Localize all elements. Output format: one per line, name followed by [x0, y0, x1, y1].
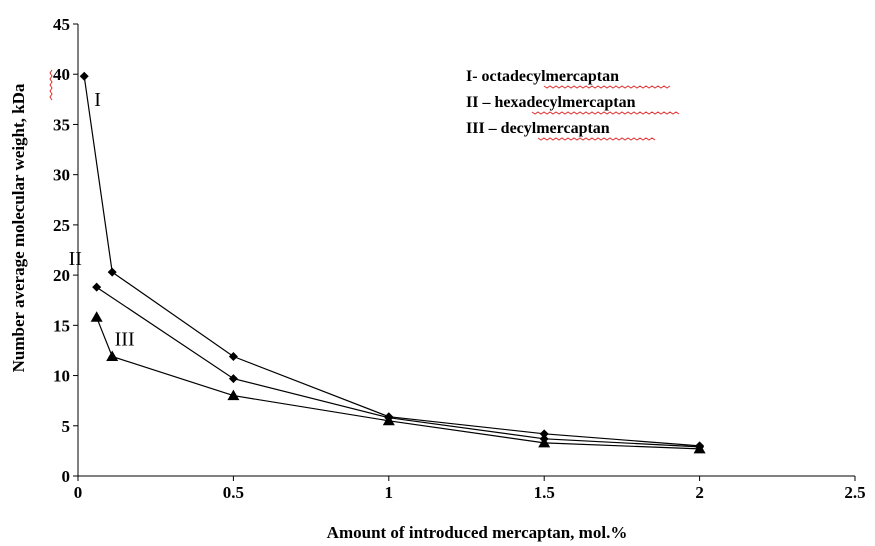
y-tick-label: 25 — [53, 216, 70, 235]
y-tick-label: 30 — [53, 166, 70, 185]
series-line-i — [83, 76, 700, 447]
y-tick-label: 10 — [53, 367, 70, 386]
data-point-iii — [227, 389, 240, 401]
series-label-ii: II — [69, 248, 82, 270]
series-line-iii — [96, 317, 700, 450]
x-axis-title: Amount of introduced mercaptan, mol.% — [327, 523, 628, 542]
x-tick-label: 1.5 — [534, 483, 555, 502]
y-tick-label: 15 — [53, 316, 70, 335]
y-tick-label: 20 — [53, 266, 70, 285]
spellcheck-underline-decylmercaptan — [537, 137, 656, 141]
data-point-i — [539, 429, 549, 439]
legend-entry-decylmercaptan: III – decylmercaptan — [466, 120, 610, 137]
series-label-i: I — [94, 89, 101, 111]
x-tick-label: 2.5 — [844, 483, 865, 502]
data-point-i — [228, 351, 238, 361]
spellcheck-underline-hexadecylmercaptan — [531, 111, 680, 115]
x-tick-label: 1 — [385, 483, 394, 502]
data-point-iii — [106, 350, 119, 361]
data-point-i — [107, 267, 117, 277]
data-point-ii — [228, 374, 238, 384]
data-point-iii — [382, 414, 395, 426]
y-tick-label: 40 — [53, 65, 70, 84]
series-line-ii — [96, 286, 700, 448]
axes — [77, 24, 855, 477]
y-tick-label: 5 — [62, 417, 71, 436]
data-point-i — [79, 71, 89, 81]
legend: I- octadecylmercaptan II – hexadecylmerc… — [49, 68, 680, 141]
data-point-iii — [90, 311, 103, 322]
spellcheck-underline-kda — [49, 69, 53, 101]
legend-entry-octadecylmercaptan: I- octadecylmercaptan — [466, 68, 619, 85]
y-axis-title: Number average molecular weight, kDa — [9, 83, 28, 372]
legend-entry-hexadecylmercaptan: II – hexadecylmercaptan — [466, 94, 636, 111]
x-axis-ticks: 0 0.5 1 1.5 2 2.5 — [74, 476, 866, 502]
y-tick-label: 45 — [53, 15, 70, 34]
series-markers — [79, 71, 706, 454]
y-tick-label: 35 — [53, 115, 70, 134]
spellcheck-underline-octadecylmercaptan — [543, 85, 671, 89]
data-point-iii — [693, 442, 706, 454]
x-tick-label: 0 — [74, 483, 83, 502]
series-label-iii: III — [115, 328, 135, 350]
x-tick-label: 0.5 — [223, 483, 244, 502]
data-point-ii — [92, 282, 102, 292]
x-tick-label: 2 — [695, 483, 704, 502]
y-axis-ticks: 0 5 10 15 20 25 30 35 40 45 — [53, 15, 78, 486]
y-tick-label: 0 — [62, 467, 71, 486]
data-point-iii — [538, 436, 551, 448]
